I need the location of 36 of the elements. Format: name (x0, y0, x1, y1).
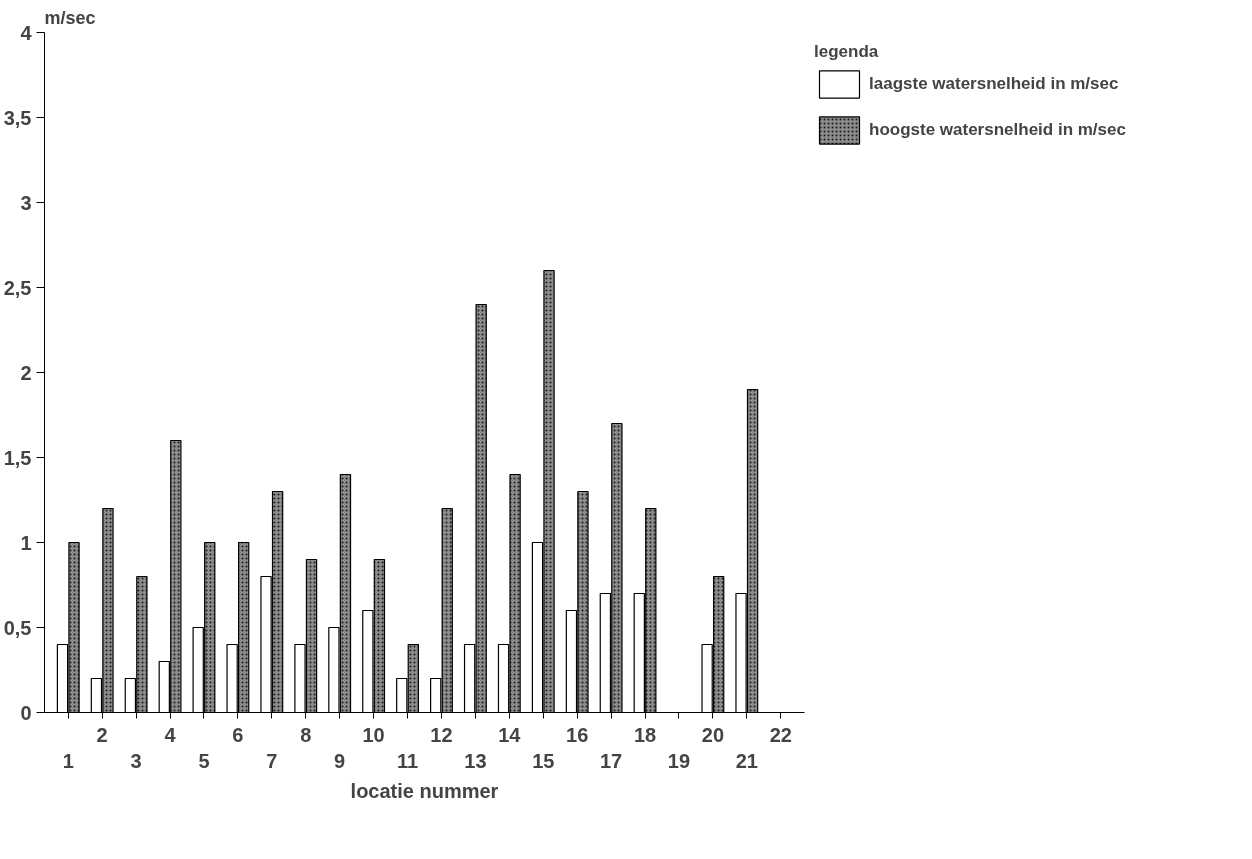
y-axis-title: m/sec (44, 7, 96, 28)
legend-label: hoogste watersnelheid in m/sec (869, 120, 1126, 140)
y-tick-label: 3,5 (3, 106, 32, 129)
y-tick-label: 0,5 (3, 616, 32, 639)
y-tick-label: 1,5 (3, 446, 32, 469)
x-tick-label: 19 (667, 749, 691, 772)
x-tick-label: 14 (498, 723, 522, 746)
y-tick-label: 1 (20, 531, 32, 554)
x-tick-label: 5 (198, 749, 210, 772)
x-tick-label: 13 (464, 749, 487, 772)
x-tick-label: 16 (566, 723, 589, 746)
legend-label: laagste watersnelheid in m/sec (869, 74, 1119, 94)
y-tick-label: 2 (20, 361, 32, 384)
y-tick-label: 0 (20, 701, 32, 724)
y-tick-label: 2,5 (3, 276, 32, 299)
x-tick-label: 3 (130, 749, 142, 772)
x-tick-label: 22 (769, 723, 792, 746)
x-tick-label: 15 (532, 749, 555, 772)
y-tick-label: 3 (20, 191, 32, 214)
x-tick-label: 6 (232, 723, 244, 746)
x-tick-label: 12 (430, 723, 453, 746)
legend-title: legenda (814, 42, 880, 62)
x-tick-label: 2 (96, 723, 108, 746)
x-tick-label: 11 (396, 749, 419, 772)
x-tick-label: 9 (334, 749, 346, 772)
x-tick-label: 18 (633, 723, 657, 746)
x-tick-label: 20 (701, 723, 725, 746)
x-tick-label: 8 (300, 723, 312, 746)
x-tick-label: 21 (735, 749, 758, 772)
x-tick-label: 1 (62, 749, 74, 772)
x-tick-label: 4 (164, 723, 177, 746)
x-axis-title: locatie nummer (350, 779, 499, 802)
x-tick-label: 17 (599, 749, 623, 772)
x-tick-label: 10 (362, 723, 385, 746)
y-tick-label: 4 (20, 21, 33, 44)
x-tick-label: 7 (266, 749, 278, 772)
